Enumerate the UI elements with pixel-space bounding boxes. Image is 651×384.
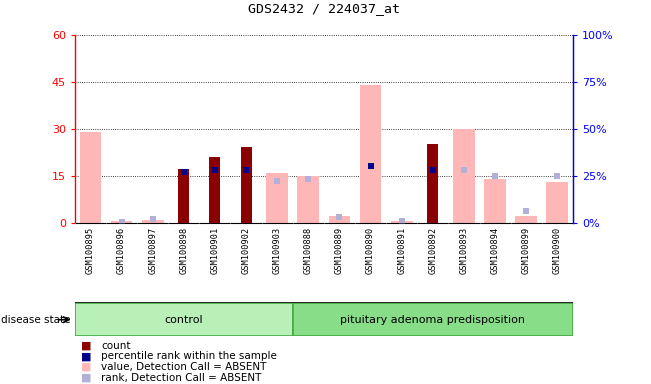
Bar (427, 144, 438, 223)
Bar (359, 85, 381, 223)
Bar (142, 220, 163, 223)
Bar (484, 179, 506, 223)
Bar (266, 172, 288, 223)
Text: GSM100899: GSM100899 (521, 227, 531, 274)
Bar (298, 176, 319, 223)
Text: control: control (165, 314, 203, 325)
Text: GSM100891: GSM100891 (397, 227, 406, 274)
Text: GSM100895: GSM100895 (86, 227, 95, 274)
Bar (79, 132, 102, 223)
Bar (75, 303, 293, 336)
Bar (293, 303, 573, 336)
Text: percentile rank within the sample: percentile rank within the sample (101, 351, 277, 361)
Text: GSM100898: GSM100898 (179, 227, 188, 274)
Text: GSM100897: GSM100897 (148, 227, 157, 274)
Text: GSM100900: GSM100900 (553, 227, 562, 274)
Text: pituitary adenoma predisposition: pituitary adenoma predisposition (340, 314, 525, 325)
Text: ■: ■ (81, 351, 92, 361)
Text: ■: ■ (81, 341, 92, 351)
Text: GSM100902: GSM100902 (242, 227, 251, 274)
Bar (453, 129, 475, 223)
Text: GSM100888: GSM100888 (304, 227, 313, 274)
Bar (241, 147, 251, 223)
Bar (111, 221, 132, 223)
Text: rank, Detection Call = ABSENT: rank, Detection Call = ABSENT (101, 373, 261, 383)
Bar (516, 217, 537, 223)
Text: GSM100896: GSM100896 (117, 227, 126, 274)
Bar (329, 217, 350, 223)
Text: GSM100894: GSM100894 (491, 227, 499, 274)
Bar (546, 182, 568, 223)
Bar (178, 169, 189, 223)
Text: GSM100903: GSM100903 (273, 227, 282, 274)
Text: GSM100889: GSM100889 (335, 227, 344, 274)
Text: ■: ■ (81, 373, 92, 383)
Bar (391, 221, 413, 223)
Text: value, Detection Call = ABSENT: value, Detection Call = ABSENT (101, 362, 266, 372)
Text: GDS2432 / 224037_at: GDS2432 / 224037_at (248, 2, 400, 15)
Text: GSM100892: GSM100892 (428, 227, 437, 274)
Text: GSM100901: GSM100901 (210, 227, 219, 274)
Text: count: count (101, 341, 130, 351)
Text: GSM100890: GSM100890 (366, 227, 375, 274)
Text: disease state: disease state (1, 314, 70, 325)
Bar (210, 157, 221, 223)
Text: ■: ■ (81, 362, 92, 372)
Text: GSM100893: GSM100893 (460, 227, 469, 274)
